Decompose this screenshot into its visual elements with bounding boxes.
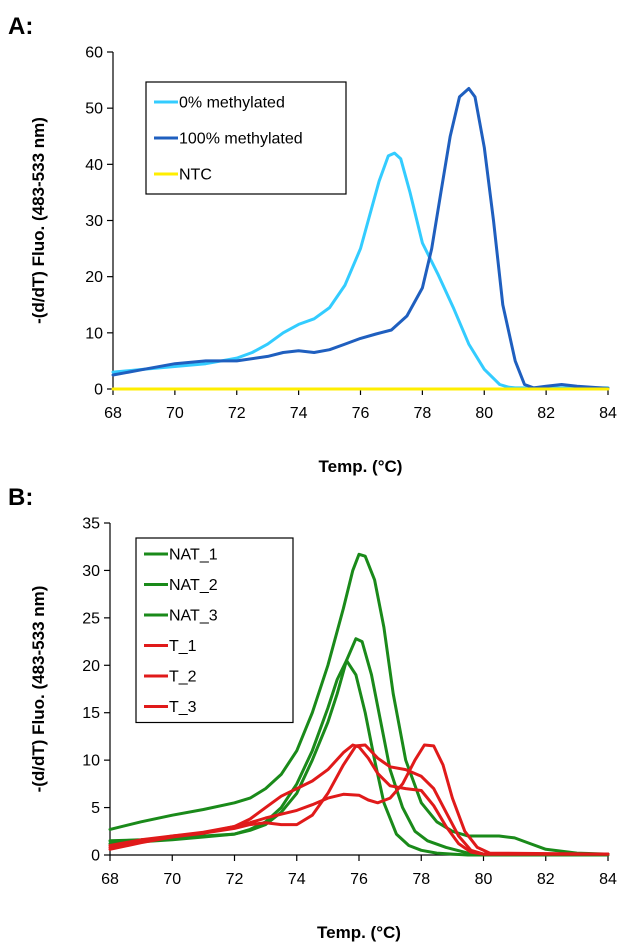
y-tick-label: 5 [91, 800, 100, 817]
series-line-nat-1 [108, 552, 610, 856]
y-tick-label: 30 [82, 563, 100, 580]
legend-box [145, 81, 347, 195]
series-line-0-methylated [111, 151, 610, 390]
legend-label: 0% methylated [179, 95, 285, 112]
y-tick-label: 35 [82, 516, 100, 533]
panel-a: A: 0 10 20 30 40 50 60 68 70 72 74 76 78 80 82 84 Temp. (… [8, 13, 617, 476]
x-tick-label: 72 [228, 405, 246, 422]
panel-label-a: A: [8, 13, 33, 40]
x-tick-label: 70 [163, 871, 181, 888]
panel-label-b: B: [8, 484, 33, 511]
x-axis-title: Temp. (°C) [317, 923, 401, 942]
y-tick-label: 30 [85, 213, 103, 230]
x-tick-label: 72 [226, 871, 244, 888]
y-tick-label: 15 [82, 705, 100, 722]
x-tick-label: 80 [475, 871, 493, 888]
y-tick-label: 60 [85, 45, 103, 62]
y-tick-label: 0 [94, 382, 103, 399]
x-tick-label: 70 [166, 405, 184, 422]
y-tick-label: 25 [82, 610, 100, 627]
x-tick-label: 74 [288, 871, 306, 888]
legend-label: NAT_3 [169, 608, 218, 625]
x-tick-label: 80 [475, 405, 493, 422]
y-axis-title: -(d/dT) Fluo. (483-533 nm) [29, 586, 48, 793]
y-tick-label: 20 [82, 658, 100, 675]
legend-box [135, 537, 294, 724]
x-tick-label: 78 [413, 405, 431, 422]
x-tick-label: 84 [599, 405, 617, 422]
x-tick-label: 82 [537, 871, 555, 888]
series-line-t-3 [108, 743, 610, 856]
x-tick-label: 68 [104, 405, 122, 422]
legend-label: NAT_1 [169, 547, 218, 564]
series-line-100-methylated [111, 87, 610, 390]
y-tick-label: 20 [85, 269, 103, 286]
legend: 0% methylated 100% methylated NTC [145, 81, 347, 195]
y-tick-label: 50 [85, 101, 103, 118]
legend-label: 100% methylated [179, 131, 303, 148]
x-tick-label: 76 [350, 871, 368, 888]
x-tick-label: 78 [412, 871, 430, 888]
legend-label: NAT_2 [169, 577, 218, 594]
legend-label: T_2 [169, 669, 197, 686]
x-axis-title: Temp. (°C) [319, 457, 403, 476]
panel-b: B: 0 5 10 15 20 25 30 35 68 70 72 74 76 78 80 82 84 Temp. … [8, 484, 617, 942]
y-axis-title: -(d/dT) Fluo. (483-533 nm) [29, 117, 48, 324]
x-tick-label: 82 [537, 405, 555, 422]
y-tick-label: 40 [85, 157, 103, 174]
legend: NAT_1 NAT_2 NAT_3 T_1 T_2 T_3 [135, 537, 294, 724]
series-line-t-1 [108, 743, 610, 856]
y-tick-label: 10 [82, 753, 100, 770]
legend-label: T_1 [169, 638, 197, 655]
x-tick-label: 68 [101, 871, 119, 888]
legend-label: NTC [179, 167, 212, 184]
series-line-nat-3 [108, 659, 610, 857]
x-tick-label: 84 [599, 871, 617, 888]
x-tick-label: 76 [352, 405, 370, 422]
legend-label: T_3 [169, 699, 197, 716]
y-tick-label: 10 [85, 325, 103, 342]
x-tick-label: 74 [290, 405, 308, 422]
y-tick-label: 0 [91, 848, 100, 865]
